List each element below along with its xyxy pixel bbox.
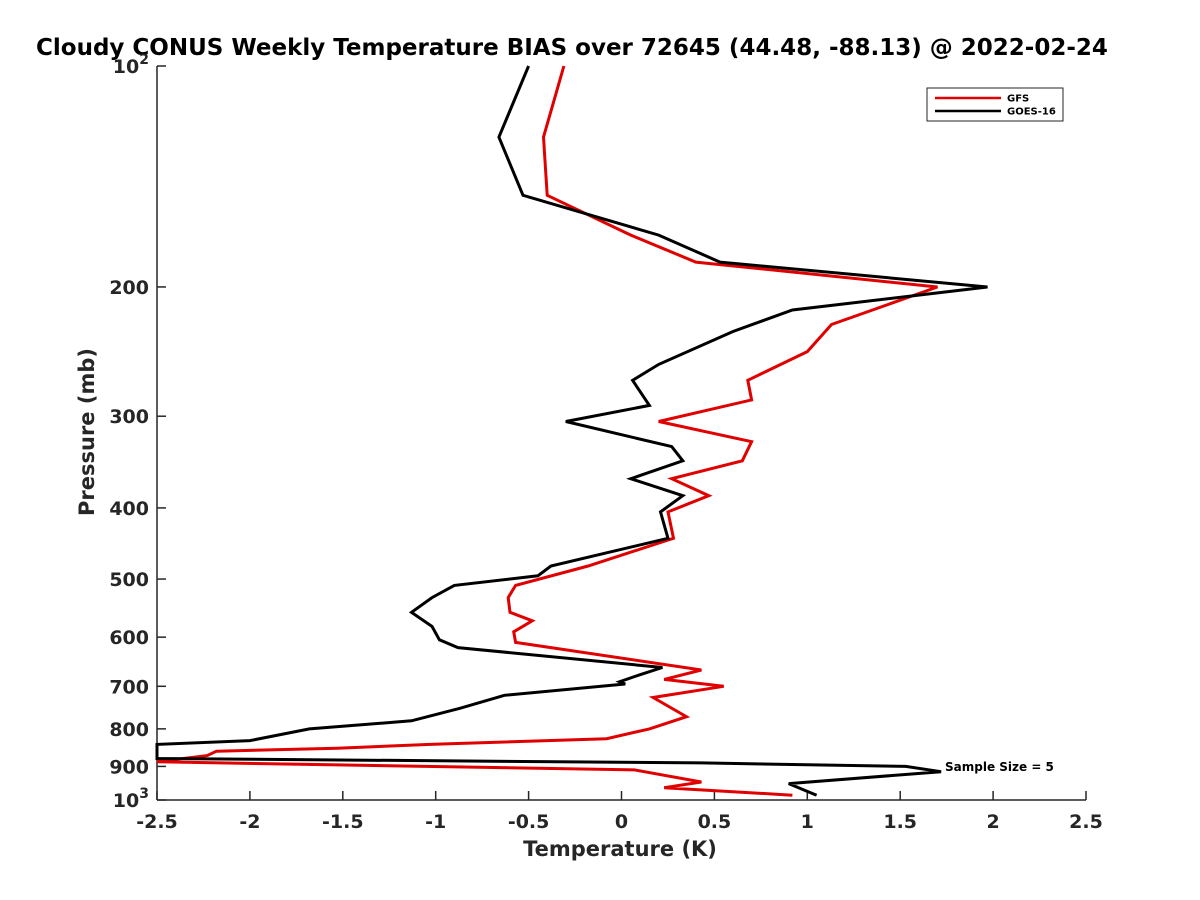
x-tick-label: 0 bbox=[615, 811, 628, 833]
y-tick-label: 400 bbox=[109, 498, 149, 520]
x-tick-label: -1.5 bbox=[322, 811, 364, 833]
y-axis-label: Pressure (mb) bbox=[75, 348, 99, 516]
x-tick-label: -0.5 bbox=[508, 811, 550, 833]
legend-label: GFS bbox=[1007, 94, 1029, 105]
x-tick-label: 2.5 bbox=[1069, 811, 1103, 833]
x-tick-label: -2 bbox=[239, 811, 260, 833]
y-tick-label: 102 bbox=[113, 52, 149, 78]
x-tick-label: -1 bbox=[425, 811, 446, 833]
y-tick-label: 103 bbox=[113, 786, 149, 812]
sample-size-annotation: Sample Size = 5 bbox=[945, 760, 1054, 774]
series-line-gfs bbox=[156, 65, 938, 797]
y-tick-label: 900 bbox=[109, 756, 149, 778]
y-tick-label: 700 bbox=[109, 676, 149, 698]
legend-box bbox=[926, 87, 1064, 122]
x-axis-label: Temperature (K) bbox=[523, 837, 717, 861]
x-ticks: -2.5 -2 -1.5 -1 -0.5 0 0.5 1 1.5 2 2.5 bbox=[136, 791, 1103, 833]
y-tick-base: 10 bbox=[113, 56, 139, 78]
legend: GFS GOES-16 bbox=[926, 87, 1064, 122]
x-tick-label: 2 bbox=[986, 811, 999, 833]
x-tick-label: 1 bbox=[801, 811, 814, 833]
series-line-goes-16 bbox=[155, 65, 988, 797]
y-tick-exponent: 2 bbox=[139, 52, 149, 68]
y-tick-exponent: 3 bbox=[139, 786, 149, 802]
x-tick-label: -2.5 bbox=[136, 811, 178, 833]
legend-label: GOES-16 bbox=[1007, 107, 1056, 118]
chart-title: Cloudy CONUS Weekly Temperature BIAS ove… bbox=[36, 35, 1108, 61]
x-tick-label: 0.5 bbox=[698, 811, 732, 833]
y-tick-label: 600 bbox=[109, 627, 149, 649]
x-tick-label: 1.5 bbox=[883, 811, 917, 833]
y-tick-label: 300 bbox=[109, 406, 149, 428]
y-tick-label: 200 bbox=[109, 277, 149, 299]
y-tick-label: 500 bbox=[109, 569, 149, 591]
y-tick-base: 10 bbox=[113, 790, 139, 812]
y-tick-label: 800 bbox=[109, 719, 149, 741]
series-group bbox=[155, 65, 988, 797]
